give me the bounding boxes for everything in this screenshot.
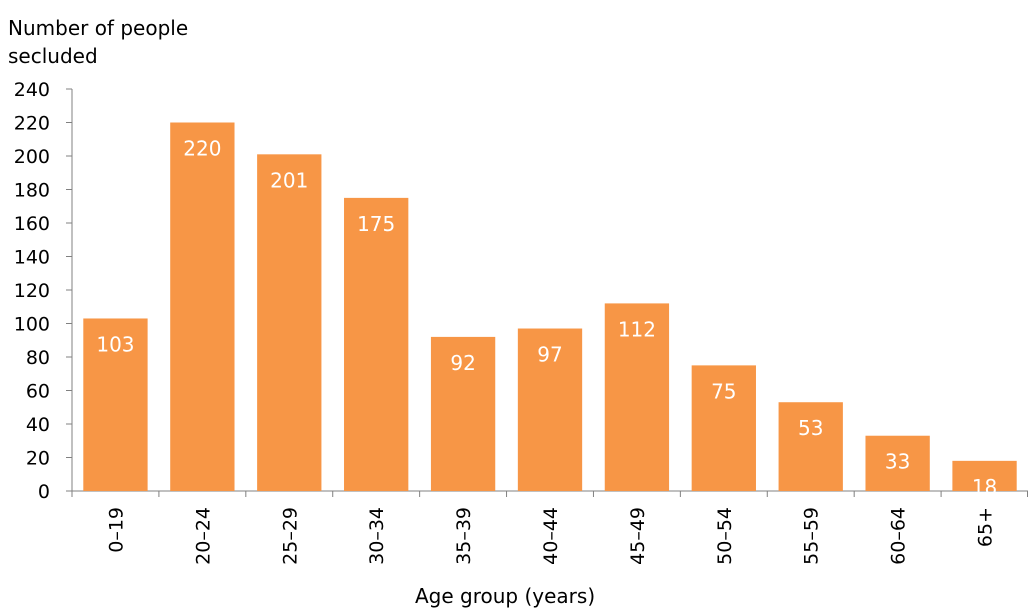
bar [83,318,148,491]
y-tick-label: 0 [38,481,50,503]
x-tick-label: 20–24 [192,507,214,565]
y-tick-label: 140 [14,247,50,269]
x-tick-label: 65+ [975,507,997,547]
x-tick-label: 40–44 [540,507,562,565]
bar [604,303,670,491]
y-tick-label: 120 [14,280,50,302]
data-label: 97 [537,343,562,367]
x-tick-label: 60–64 [888,507,910,565]
x-tick-label: 30–34 [366,507,388,565]
data-label: 112 [618,317,656,341]
bar [691,365,756,491]
x-axis-title: Age group (years) [415,584,596,608]
data-label: 92 [450,351,475,375]
x-tick-label: 35–39 [453,507,475,565]
y-axis-title: Number of people secluded [8,16,189,68]
bar [517,328,583,491]
data-label: 220 [183,137,221,161]
y-tick-label: 220 [14,113,50,135]
y-tick-label: 240 [14,79,50,101]
x-tick-label: 25–29 [279,507,301,565]
bar [952,460,1017,491]
bar [344,197,409,491]
bar [865,435,930,491]
data-label: 201 [270,168,308,192]
y-tick-label: 20 [26,448,50,470]
y-tick-label: 160 [14,213,50,235]
y-tick-label: 80 [26,347,50,369]
x-tick-label: 45–49 [627,507,649,565]
data-label: 33 [885,450,910,474]
data-label: 53 [798,416,823,440]
y-tick-label: 60 [26,381,50,403]
x-tick-label: 50–54 [714,507,736,565]
y-tick-label: 180 [14,180,50,202]
bar [170,122,235,491]
data-label: 18 [972,475,997,499]
x-tick-label: 0–19 [105,507,127,553]
y-tick-label: 40 [26,414,50,436]
y-tick-label: 200 [14,146,50,168]
bar [778,402,843,491]
x-tick-label: 55–59 [801,507,823,565]
bar [430,336,496,491]
data-label: 175 [357,212,395,236]
data-label: 75 [711,379,736,403]
bar [257,154,322,491]
data-label: 103 [96,332,134,356]
y-tick-label: 100 [14,314,50,336]
